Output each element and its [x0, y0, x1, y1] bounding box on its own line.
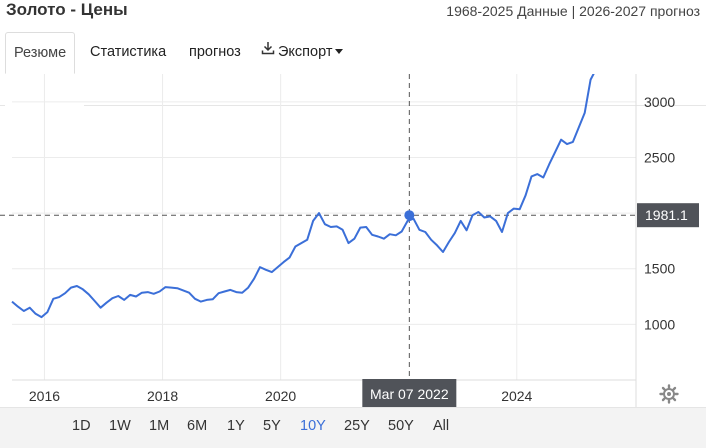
range-50y[interactable]: 50Y [388, 418, 414, 434]
date-tag-value: Mar 07 2022 [370, 386, 449, 402]
gear-icon[interactable] [659, 384, 679, 404]
range-25y[interactable]: 25Y [344, 418, 370, 434]
x-tick-label: 2016 [29, 388, 60, 404]
x-tick-label: 2024 [501, 388, 532, 404]
tab-divider [84, 105, 706, 106]
range-5y[interactable]: 5Y [263, 418, 281, 434]
tab-summary[interactable]: Резюме [5, 32, 76, 74]
range-selector: 1D 1W 1M 6M 1Y 5Y 10Y 25Y 50Y All [0, 407, 706, 448]
range-10y[interactable]: 10Y [300, 418, 326, 434]
range-1w[interactable]: 1W [109, 418, 131, 434]
range-1m[interactable]: 1M [149, 418, 170, 434]
tab-bar: Резюме Статистика прогноз Экспорт [0, 31, 706, 106]
tab-divider-left [0, 105, 5, 106]
range-all[interactable]: All [433, 418, 450, 434]
tab-forecast[interactable]: прогноз [189, 32, 241, 74]
chevron-down-icon [335, 48, 344, 54]
tab-forecast-label: прогноз [189, 44, 241, 60]
download-icon [261, 31, 275, 71]
y-tick-label: 1500 [644, 261, 675, 277]
price-tag: 1981.1 [637, 203, 699, 228]
tab-export-label: Экспорт [278, 44, 333, 60]
x-tick-label: 2018 [147, 388, 178, 404]
tab-statistics-label: Статистика [90, 44, 167, 60]
page-subtitle: 1968-2025 Данные | 2026-2027 прогноз [446, 3, 700, 19]
y-tick-label: 3000 [644, 94, 675, 110]
x-axis: 2016 2018 2020 2024 [29, 388, 533, 404]
range-6m[interactable]: 6M [187, 418, 208, 434]
page-title: Золото - Цены [6, 0, 128, 19]
price-tag-bg [637, 203, 699, 228]
tab-statistics[interactable]: Статистика [90, 32, 166, 74]
date-tag: Mar 07 2022 [362, 379, 457, 407]
tab-export[interactable]: Экспорт [261, 31, 344, 74]
range-1d[interactable]: 1D [72, 418, 91, 434]
x-tick-label: 2020 [265, 388, 296, 404]
tab-summary-label: Резюме [14, 45, 67, 61]
price-tag-value: 1981.1 [645, 207, 688, 223]
crosshair-point [404, 210, 415, 221]
chart-grid [12, 74, 637, 408]
header: Золото - Цены 1968-2025 Данные | 2026-20… [0, 0, 706, 30]
y-tick-label: 1000 [644, 316, 675, 332]
y-tick-label: 2500 [644, 149, 675, 165]
series-line [11, 34, 627, 319]
range-1y[interactable]: 1Y [227, 418, 245, 434]
date-tag-bg [362, 379, 457, 407]
